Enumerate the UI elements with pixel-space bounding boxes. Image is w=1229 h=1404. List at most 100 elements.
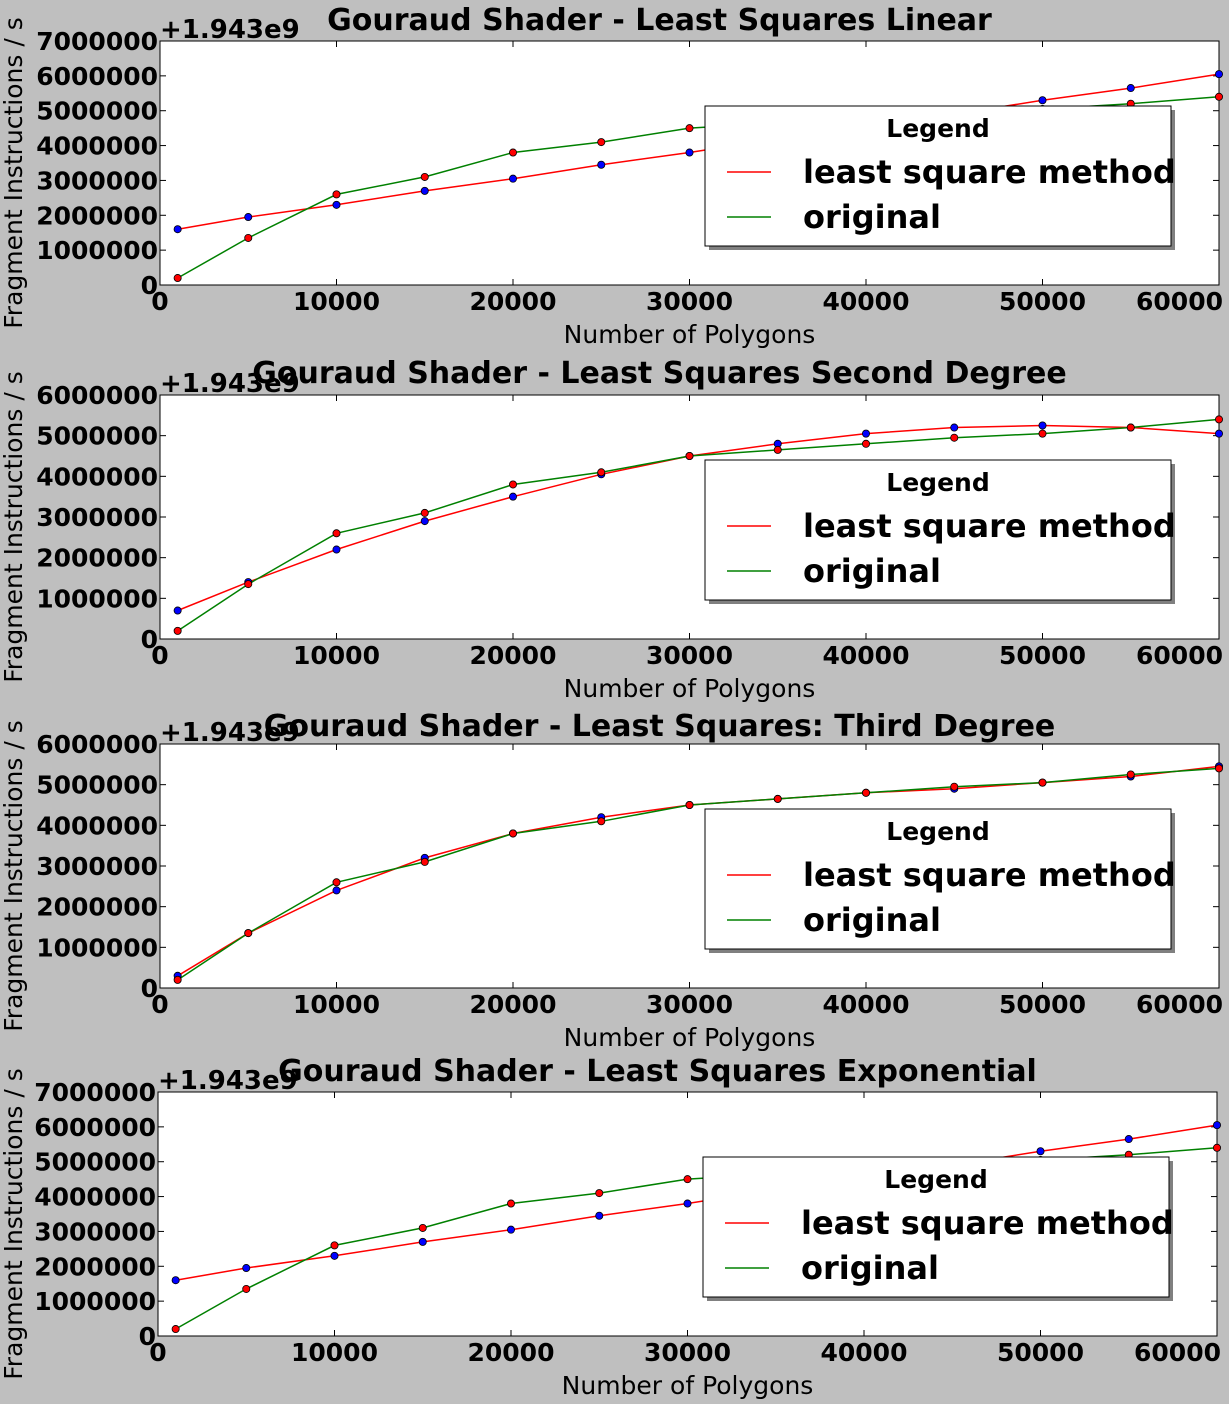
data-point xyxy=(418,1223,427,1232)
data-point xyxy=(595,1211,604,1220)
y-axis-label: Fragment Instructions / s xyxy=(0,1068,28,1380)
x-tick-label: 0 xyxy=(151,641,168,670)
y-tick-label: 7000000 xyxy=(36,27,158,56)
data-point xyxy=(1215,70,1224,79)
x-tick-label: 10000 xyxy=(293,641,380,670)
x-tick-label: 20000 xyxy=(470,641,557,670)
y-tick-label: 5000000 xyxy=(36,771,158,800)
x-tick-label: 30000 xyxy=(646,287,733,316)
data-point xyxy=(171,1325,180,1334)
data-point xyxy=(1038,778,1047,787)
legend-title: Legend xyxy=(884,1165,987,1194)
data-point xyxy=(862,788,871,797)
data-point xyxy=(173,606,182,615)
x-tick-label: 60000 xyxy=(1134,1338,1221,1367)
data-point xyxy=(332,878,341,887)
legend-label: original xyxy=(803,198,941,236)
data-point xyxy=(1215,764,1224,773)
data-point xyxy=(508,148,517,157)
x-axis-label: Number of Polygons xyxy=(564,320,816,349)
data-point xyxy=(1038,421,1047,430)
y-tick-label: 3000000 xyxy=(36,503,158,532)
y-tick-label: 5000000 xyxy=(34,1148,156,1177)
y-tick-label: 6000000 xyxy=(36,62,158,91)
x-tick-label: 10000 xyxy=(291,1338,378,1367)
data-point xyxy=(508,492,517,501)
x-tick-label: 20000 xyxy=(470,287,557,316)
data-point xyxy=(244,580,253,589)
legend-label: original xyxy=(801,1249,939,1287)
y-offset-label: +1.943e9 xyxy=(160,15,300,45)
legend-title: Legend xyxy=(886,468,989,497)
y-offset-label: +1.943e9 xyxy=(160,718,300,748)
chart-panel: 0 10000 20000 30000 40000 50000 60000 0 1000000 2… xyxy=(0,3,1224,349)
x-tick-label: 20000 xyxy=(468,1338,555,1367)
x-tick-label: 60000 xyxy=(1136,641,1223,670)
y-tick-label: 4000000 xyxy=(36,811,158,840)
data-point xyxy=(173,626,182,635)
legend-label: least square method xyxy=(801,1204,1174,1242)
x-axis-label: Number of Polygons xyxy=(564,1023,816,1052)
y-axis-label: Fragment Instructions / s xyxy=(0,371,28,683)
y-tick-label: 2000000 xyxy=(36,893,158,922)
data-point xyxy=(1126,84,1135,93)
data-point xyxy=(332,886,341,895)
data-point xyxy=(773,445,782,454)
data-point xyxy=(950,423,959,432)
y-tick-label: 1000000 xyxy=(34,1287,156,1316)
x-tick-label: 10000 xyxy=(293,990,380,1019)
data-point xyxy=(862,429,871,438)
chart-title: Gouraud Shader - Least Squares: Third De… xyxy=(264,709,1056,744)
x-tick-label: 0 xyxy=(151,287,168,316)
data-point xyxy=(332,200,341,209)
chart-panel: 0 10000 20000 30000 40000 50000 60000 0 1000000 2… xyxy=(0,356,1224,703)
x-tick-label: 0 xyxy=(151,990,168,1019)
legend-label: least square method xyxy=(803,507,1176,545)
x-tick-label: 50000 xyxy=(999,990,1086,1019)
y-tick-label: 4000000 xyxy=(34,1183,156,1212)
chart-title: Gouraud Shader - Least Squares Linear xyxy=(327,3,992,38)
data-point xyxy=(683,1175,692,1184)
y-tick-label: 0 xyxy=(141,625,158,654)
data-point xyxy=(950,433,959,442)
legend-label: least square method xyxy=(803,153,1176,191)
data-point xyxy=(242,1264,251,1273)
data-point xyxy=(1038,429,1047,438)
x-tick-label: 0 xyxy=(149,1338,166,1367)
data-point xyxy=(244,929,253,938)
data-point xyxy=(862,439,871,448)
data-point xyxy=(1126,770,1135,779)
x-tick-label: 40000 xyxy=(823,641,910,670)
data-point xyxy=(242,1284,251,1293)
y-tick-label: 2000000 xyxy=(36,544,158,573)
y-tick-label: 6000000 xyxy=(34,1113,156,1142)
y-axis-label: Fragment Instructions / s xyxy=(0,720,28,1032)
x-tick-label: 20000 xyxy=(470,990,557,1019)
series-layer xyxy=(173,762,1224,984)
legend-box xyxy=(704,808,1172,950)
x-tick-label: 40000 xyxy=(823,990,910,1019)
data-point xyxy=(173,274,182,283)
x-tick-label: 50000 xyxy=(999,641,1086,670)
data-point xyxy=(420,186,429,195)
data-point xyxy=(950,782,959,791)
chart-title: Gouraud Shader - Least Squares Exponenti… xyxy=(278,1054,1037,1089)
y-tick-label: 3000000 xyxy=(36,852,158,881)
x-tick-label: 30000 xyxy=(646,641,733,670)
data-point xyxy=(597,817,606,826)
data-point xyxy=(508,174,517,183)
data-point xyxy=(685,451,694,460)
y-tick-label: 6000000 xyxy=(36,730,158,759)
data-point xyxy=(244,233,253,242)
legend-box xyxy=(704,105,1172,247)
legend-title: Legend xyxy=(886,817,989,846)
y-tick-label: 5000000 xyxy=(36,422,158,451)
y-tick-label: 0 xyxy=(141,271,158,300)
data-point xyxy=(1126,423,1135,432)
data-point xyxy=(1038,96,1047,105)
data-point xyxy=(420,517,429,526)
y-tick-label: 7000000 xyxy=(34,1078,156,1107)
chart-title: Gouraud Shader - Least Squares Second De… xyxy=(252,356,1066,391)
data-point xyxy=(506,1199,515,1208)
